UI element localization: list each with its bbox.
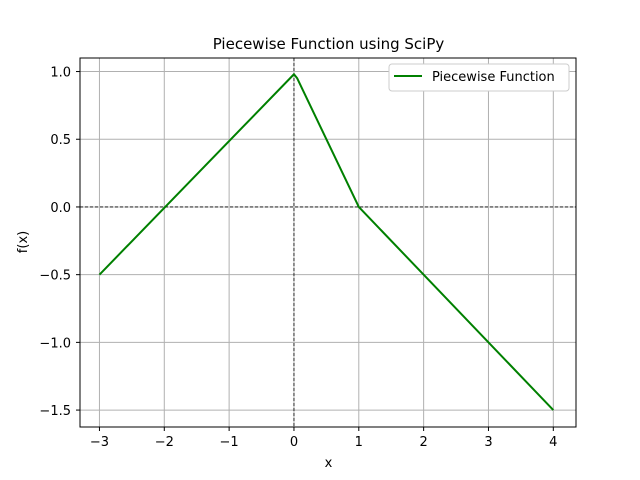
x-tick-label: 3 — [484, 435, 492, 450]
x-tick-label: −2 — [155, 435, 174, 450]
y-tick-label: −1.0 — [39, 336, 71, 351]
x-axis-ticks: −3 −2 −1 0 1 2 3 4 — [90, 427, 557, 450]
y-tick-label: 0.5 — [50, 133, 71, 148]
y-axis-ticks: −1.5 −1.0 −0.5 0.0 0.5 1.0 — [39, 66, 80, 419]
y-tick-label: −1.5 — [39, 404, 71, 419]
x-tick-label: 0 — [290, 435, 298, 450]
x-tick-label: −3 — [90, 435, 109, 450]
plot-frame — [79, 57, 577, 428]
x-tick-label: 4 — [549, 435, 557, 450]
legend-label: Piecewise Function — [432, 70, 555, 85]
y-tick-label: 0.0 — [50, 201, 71, 216]
chart-title: Piecewise Function using SciPy — [213, 35, 445, 53]
legend-box — [388, 63, 570, 92]
x-tick-label: 2 — [419, 435, 427, 450]
x-tick-label: −1 — [220, 435, 239, 450]
legend: Piecewise Function — [388, 63, 570, 92]
x-axis-label: x — [325, 456, 333, 471]
series-layer — [98, 73, 555, 411]
y-tick-label: −0.5 — [39, 269, 71, 284]
x-tick-label: 1 — [355, 435, 363, 450]
reference-lines — [80, 58, 576, 427]
series-line-piecewise-function — [98, 73, 555, 411]
y-tick-label: 1.0 — [50, 66, 71, 81]
y-axis-label: f(x) — [16, 231, 31, 253]
grid — [80, 58, 576, 427]
